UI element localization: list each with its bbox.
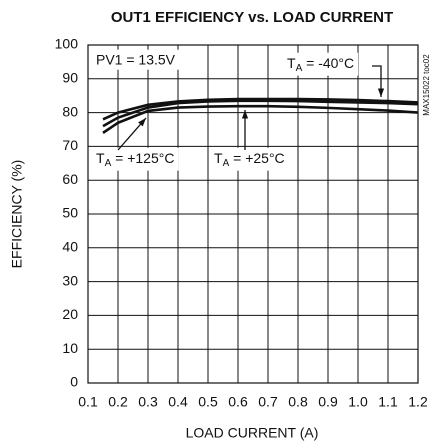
x-tick-label: 1.1 bbox=[378, 394, 398, 410]
annotation-arrow-head bbox=[241, 110, 249, 119]
y-tick-label: 80 bbox=[62, 103, 78, 119]
annotation-sub: A bbox=[296, 63, 303, 74]
y-tick-label: 10 bbox=[62, 340, 78, 356]
y-axis-label: EFFICIENCY (%) bbox=[9, 160, 25, 269]
x-tick-label: 1.2 bbox=[408, 394, 428, 410]
annotation-text: = +25°C bbox=[229, 150, 284, 166]
chart-title: OUT1 EFFICIENCY vs. LOAD CURRENT bbox=[111, 9, 393, 26]
annotation-box bbox=[210, 147, 289, 171]
annotation-text: = +125°C bbox=[111, 150, 174, 166]
x-tick-label: 0.1 bbox=[78, 394, 98, 410]
annotation-arrow bbox=[372, 65, 382, 97]
annotation-base: T bbox=[287, 55, 296, 71]
y-tick-label: 0 bbox=[70, 374, 78, 390]
annotation-box bbox=[283, 52, 359, 76]
x-axis-label: LOAD CURRENT (A) bbox=[186, 425, 319, 441]
annotation-base: T bbox=[96, 150, 105, 166]
y-tick-label: 20 bbox=[62, 306, 78, 322]
x-tick-label: 0.8 bbox=[288, 394, 308, 410]
annotation: TA = +25°C bbox=[214, 150, 285, 169]
annotation-box bbox=[92, 147, 179, 171]
y-tick-label: 40 bbox=[62, 239, 78, 255]
x-tick-label: 0.9 bbox=[318, 394, 338, 410]
x-tick-label: 1.0 bbox=[348, 394, 368, 410]
annotation-base: T bbox=[214, 150, 223, 166]
series-line bbox=[102, 104, 419, 134]
y-tick-label: 70 bbox=[62, 137, 78, 153]
x-tick-label: 0.4 bbox=[168, 394, 188, 410]
x-tick-label: 0.6 bbox=[228, 394, 248, 410]
annotation-text: = -40°C bbox=[302, 55, 354, 71]
series-line bbox=[102, 97, 419, 121]
y-tick-label: 100 bbox=[55, 36, 79, 52]
x-tick-label: 0.2 bbox=[108, 394, 128, 410]
plot-frame bbox=[87, 44, 419, 384]
annotation-sub: A bbox=[105, 158, 112, 169]
series-line bbox=[102, 99, 419, 128]
annotation: PV1 = 13.5V bbox=[96, 52, 176, 68]
y-tick-label: 60 bbox=[62, 171, 78, 187]
annotation-arrow-head bbox=[377, 88, 385, 97]
x-tick-label: 0.7 bbox=[258, 394, 278, 410]
y-tick-label: 90 bbox=[62, 70, 78, 86]
annotation: TA = +125°C bbox=[96, 150, 174, 169]
side-label: MAX15022 toc02 bbox=[422, 54, 431, 116]
annotation-sub: A bbox=[223, 158, 230, 169]
annotation-arrow-head bbox=[138, 118, 146, 127]
y-tick-label: 30 bbox=[62, 272, 78, 288]
x-tick-label: 0.5 bbox=[198, 394, 218, 410]
annotation-box bbox=[92, 49, 180, 70]
x-tick-label: 0.3 bbox=[138, 394, 158, 410]
annotation: TA = -40°C bbox=[287, 55, 354, 74]
y-tick-label: 50 bbox=[62, 205, 78, 221]
